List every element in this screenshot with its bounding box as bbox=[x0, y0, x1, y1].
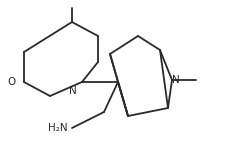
Text: H₂N: H₂N bbox=[48, 123, 68, 133]
Text: N: N bbox=[172, 75, 180, 85]
Text: N: N bbox=[69, 86, 77, 96]
Text: O: O bbox=[8, 77, 16, 87]
